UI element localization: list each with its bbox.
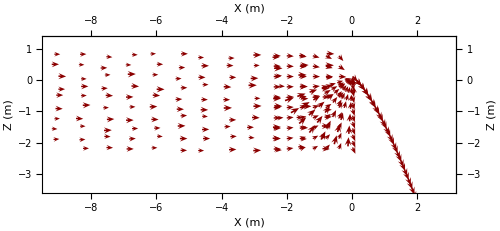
Y-axis label: Z (m): Z (m) (4, 99, 14, 130)
X-axis label: X (m): X (m) (234, 218, 264, 228)
